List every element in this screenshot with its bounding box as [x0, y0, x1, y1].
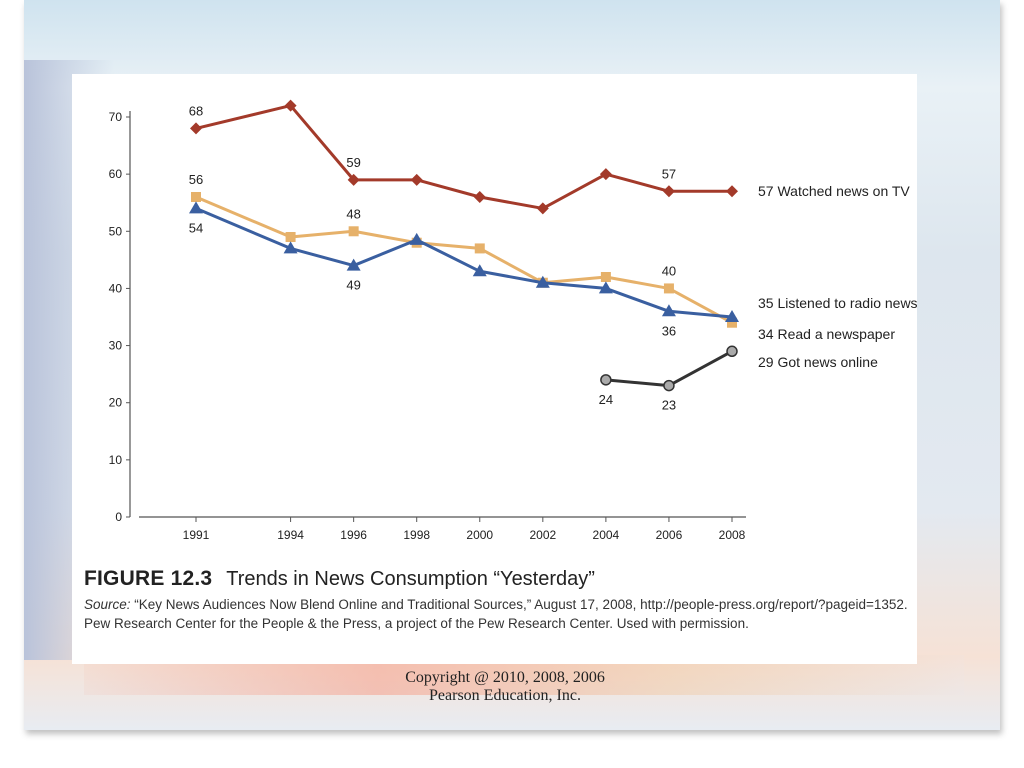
data-label-online: 24	[599, 392, 613, 407]
line-chart: 0 10 20 30 40 50 60 70 1991 1994 1996 1998 2000 2002 2…	[109, 99, 917, 542]
figure-label: FIGURE 12.3	[84, 567, 213, 590]
data-point-radio	[535, 275, 550, 288]
data-point-radio	[598, 281, 613, 294]
data-label-newspaper: 40	[662, 263, 676, 278]
data-point-tv	[662, 185, 675, 198]
x-tick-label: 2002	[529, 528, 556, 542]
data-point-tv	[284, 99, 297, 112]
copyright-line-1: Copyright @ 2010, 2008, 2006	[405, 669, 605, 686]
data-point-radio	[725, 310, 739, 322]
data-point-radio	[346, 258, 361, 271]
x-tick-label: 1998	[403, 528, 430, 542]
data-point-tv	[536, 202, 549, 215]
figure-panel: 0 10 20 30 40 50 60 70 1991 1994 1996 1998 2000 2002 2…	[72, 74, 917, 664]
x-tick-label: 2008	[719, 528, 746, 542]
data-point-tv	[473, 191, 486, 203]
data-point-newspaper	[191, 192, 201, 202]
data-label-online: 23	[662, 398, 676, 413]
series-line-tv	[195, 104, 732, 210]
y-tick-label: 30	[109, 339, 123, 353]
data-point-radio	[472, 264, 487, 277]
end-label-tv: 57 Watched news on TV	[758, 183, 910, 199]
source-text: “Key News Audiences Now Blend Online and…	[84, 597, 908, 631]
end-label-radio: 35 Listened to radio news	[758, 295, 917, 311]
data-point-tv	[410, 173, 423, 186]
figure-title: Trends in News Consumption “Yesterday”	[226, 568, 595, 590]
copyright-notice: Copyright @ 2010, 2008, 2006 Pearson Edu…	[0, 669, 1024, 705]
y-tick-label: 10	[109, 453, 123, 467]
data-point-newspaper	[663, 283, 674, 294]
data-point-tv	[726, 185, 738, 198]
y-tick-label: 60	[109, 167, 123, 181]
copyright-line-2: Pearson Education, Inc.	[429, 687, 581, 704]
data-label-radio: 36	[662, 323, 676, 338]
end-label-newspaper: 34 Read a newspaper	[758, 326, 895, 342]
data-point-newspaper	[285, 232, 296, 242]
data-label-tv: 59	[346, 155, 360, 170]
data-point-online	[600, 374, 612, 386]
data-point-radio	[409, 232, 424, 245]
y-tick-label: 0	[115, 510, 122, 524]
figure-caption: FIGURE 12.3 Trends in News Consumption “Y…	[84, 567, 914, 633]
y-tick-label: 50	[109, 224, 123, 238]
x-tick-label: 1996	[340, 528, 367, 542]
x-tick-label: 2006	[656, 528, 683, 542]
x-tick-label: 1994	[277, 528, 304, 542]
x-tick-label: 1991	[183, 528, 210, 542]
data-point-radio	[189, 201, 203, 214]
data-point-radio	[283, 241, 298, 254]
y-tick-label: 40	[109, 281, 123, 295]
data-point-online	[726, 345, 738, 358]
data-label-tv: 57	[662, 166, 676, 181]
data-point-radio	[661, 304, 676, 317]
source-label: Source:	[84, 597, 131, 612]
y-tick-label: 70	[109, 110, 123, 124]
data-point-newspaper	[727, 317, 737, 328]
end-label-online: 29 Got news online	[758, 354, 878, 370]
data-label-radio: 54	[189, 220, 203, 235]
data-label-tv: 68	[189, 103, 203, 118]
data-point-tv	[347, 173, 360, 186]
data-point-newspaper	[600, 272, 611, 282]
series-line-radio	[195, 207, 733, 319]
data-point-online	[663, 379, 675, 392]
data-point-newspaper	[348, 226, 359, 237]
y-tick-label: 20	[109, 396, 123, 410]
data-point-newspaper	[474, 243, 485, 254]
x-tick-label: 2000	[466, 528, 493, 542]
data-label-newspaper: 56	[189, 172, 203, 187]
data-point-tv	[599, 168, 612, 181]
data-point-tv	[190, 122, 202, 135]
data-label-newspaper: 48	[346, 206, 360, 221]
data-label-radio: 49	[346, 278, 360, 293]
x-tick-label: 2004	[593, 528, 620, 542]
figure-source: Source: “Key News Audiences Now Blend On…	[84, 595, 914, 633]
